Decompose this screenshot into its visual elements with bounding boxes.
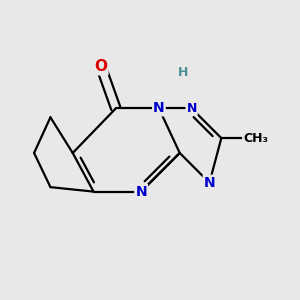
Text: N: N [186, 102, 197, 115]
Text: H: H [178, 66, 188, 79]
Text: CH₃: CH₃ [243, 132, 268, 145]
Text: N: N [153, 101, 165, 116]
Text: N: N [135, 184, 147, 199]
Text: O: O [94, 59, 107, 74]
Text: N: N [204, 176, 215, 190]
